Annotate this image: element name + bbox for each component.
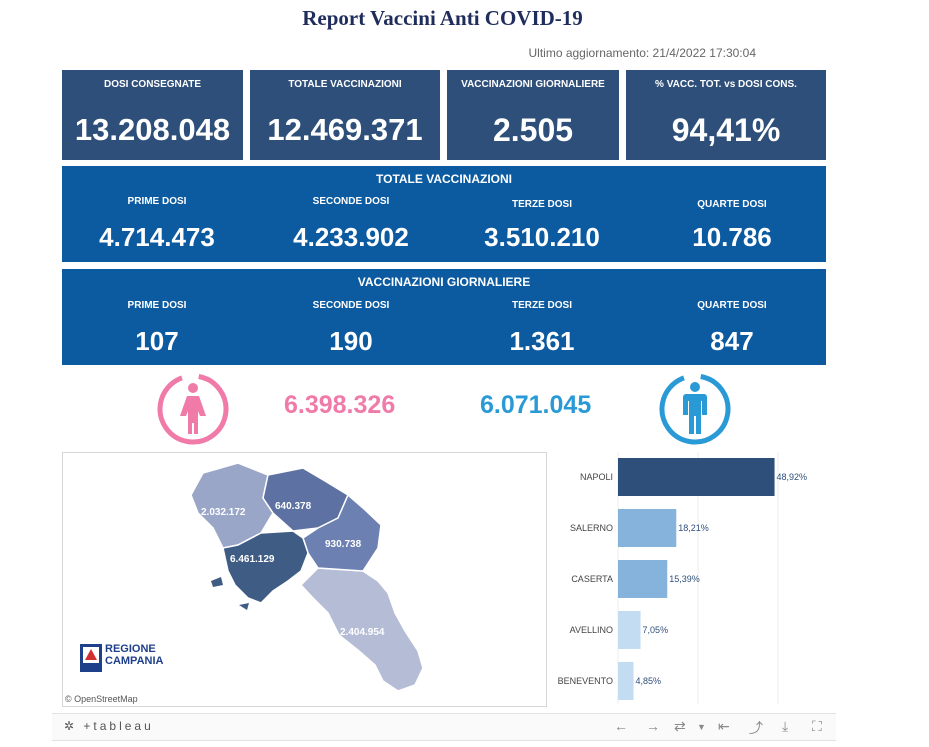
kpi-value: 2.505 [492,112,574,148]
cell-value: 4.233.902 [293,222,409,252]
kpi-label: % VACC. TOT. vs DOSI CONS. [655,79,797,90]
fullscreen-icon[interactable]: ⛶ [812,718,822,734]
bar-value-label: 18,21% [678,523,709,533]
regione-campania-logo: REGIONE CAMPANIA [105,643,163,667]
map-label-caserta: 2.032.172 [201,507,246,518]
female-total: 6.398.326 [284,391,396,419]
totale-terze-dosi: TERZE DOSI 3.510.210 [447,199,637,253]
kpi-percent-vacc: % VACC. TOT. vs DOSI CONS. 94,41% [626,70,826,160]
tableau-brand: +tableau [83,719,154,733]
bar-caserta[interactable] [618,560,668,598]
panel-title: VACCINAZIONI GIORNALIERE [357,275,531,289]
bar-category-label: CASERTA [571,574,613,584]
giornaliere-seconde-dosi: SECONDE DOSI 190 [256,300,446,357]
panel-title: TOTALE VACCINAZIONI [376,172,512,186]
undo-icon[interactable]: ← [614,718,628,734]
logo-line-1: REGIONE [105,643,156,655]
cell-label: PRIME DOSI [127,196,187,207]
bar-avellino[interactable] [618,611,641,649]
map-label-avellino: 930.738 [325,539,362,550]
redo-icon[interactable]: → [646,718,660,734]
province-salerno[interactable] [299,567,424,692]
cell-label: SECONDE DOSI [312,196,390,207]
kpi-value: 12.469.371 [267,112,423,147]
kpi-label: VACCINAZIONI GIORNALIERE [461,79,605,90]
tableau-logo-icon: ✲ [64,719,78,733]
bar-salerno[interactable] [618,509,677,547]
bar-benevento[interactable] [618,662,634,700]
bar-napoli[interactable] [618,458,775,496]
cell-label: TERZE DOSI [511,199,572,210]
island-capri [239,603,249,610]
revert-icon[interactable]: ⇄ [674,718,686,734]
map-canvas[interactable]: 2.032.172 640.378 930.738 6.461.129 2.40… [63,453,546,706]
totale-prime-dosi: PRIME DOSI 4.714.473 [62,196,252,253]
bar-category-label: NAPOLI [580,472,613,482]
page-title: Report Vaccini Anti COVID-19 [302,6,583,30]
province-bar-chart: NAPOLI 48,92% SALERNO 18,21% CASERTA 15,39% AV… [558,452,808,704]
tableau-logo[interactable]: ✲ +tableau [64,719,154,733]
male-icon [659,373,731,445]
tableau-toolbar: ✲ +tableau ← → ⇄ ▼ ⇤ ⤴ ⤓ ⛶ [52,713,836,741]
island-ischia [211,577,223,587]
map-label-napoli: 6.461.129 [230,554,275,565]
province-napoli[interactable] [222,530,309,604]
totale-quarte-dosi: QUARTE DOSI 10.786 [637,199,827,253]
download-icon[interactable]: ⤓ [782,718,789,734]
giornaliere-prime-dosi: PRIME DOSI 107 [62,300,252,357]
bar-value-label: 4,85% [636,676,662,686]
regione-campania-logo-icon [80,644,102,672]
cell-value: 847 [710,326,754,356]
kpi-dosi-consegnate: DOSI CONSEGNATE 13.208.048 [62,70,243,160]
bar-category-label: AVELLINO [570,625,613,635]
kpi-value: 94,41% [671,112,781,148]
map-attribution: © OpenStreetMap [65,694,138,704]
cell-label: QUARTE DOSI [697,300,767,311]
cell-label: PRIME DOSI [127,300,187,311]
cell-value: 4.714.473 [99,222,215,252]
kpi-vaccinazioni-giornaliere: VACCINAZIONI GIORNALIERE 2.505 [447,70,619,160]
cell-label: SECONDE DOSI [312,300,390,311]
kpi-totale-vaccinazioni: TOTALE VACCINAZIONI 12.469.371 [250,70,440,160]
male-total: 6.071.045 [480,391,592,419]
kpi-value: 13.208.048 [74,112,231,147]
giornaliere-quarte-dosi: QUARTE DOSI 847 [637,300,827,357]
map-label-salerno: 2.404.954 [340,627,385,638]
logo-line-2: CAMPANIA [105,655,164,667]
cell-label: TERZE DOSI [511,300,572,311]
last-updated: Ultimo aggiornamento: 21/4/2022 17:30:04 [528,46,757,60]
map-label-benevento: 640.378 [275,501,312,512]
female-icon [157,373,229,445]
totale-vaccinazioni-panel: TOTALE VACCINAZIONI PRIME DOSI 4.714.473… [62,166,826,262]
cell-value: 10.786 [692,222,772,252]
bar-category-label: BENEVENTO [558,676,613,686]
kpi-label: TOTALE VACCINAZIONI [288,79,402,90]
bar-value-label: 15,39% [669,574,700,584]
cell-label: QUARTE DOSI [697,199,767,210]
cell-value: 3.510.210 [484,222,600,252]
share-icon[interactable]: ⤴ [749,720,763,736]
reset-icon[interactable]: ⇤ [718,718,730,734]
cell-value: 1.361 [509,326,575,356]
totale-seconde-dosi: SECONDE DOSI 4.233.902 [256,196,446,253]
giornaliere-terze-dosi: TERZE DOSI 1.361 [447,300,637,357]
bar-value-label: 48,92% [777,472,808,482]
bar-category-label: SALERNO [570,523,613,533]
campania-map[interactable]: 2.032.172 640.378 930.738 6.461.129 2.40… [62,452,547,707]
cell-value: 107 [135,326,179,356]
vaccinazioni-giornaliere-panel: VACCINAZIONI GIORNALIERE PRIME DOSI 107 … [62,269,826,365]
kpi-label: DOSI CONSEGNATE [103,79,202,90]
cell-value: 190 [329,326,373,356]
revert-dropdown-icon[interactable]: ▼ [697,722,706,732]
bar-value-label: 7,05% [643,625,669,635]
